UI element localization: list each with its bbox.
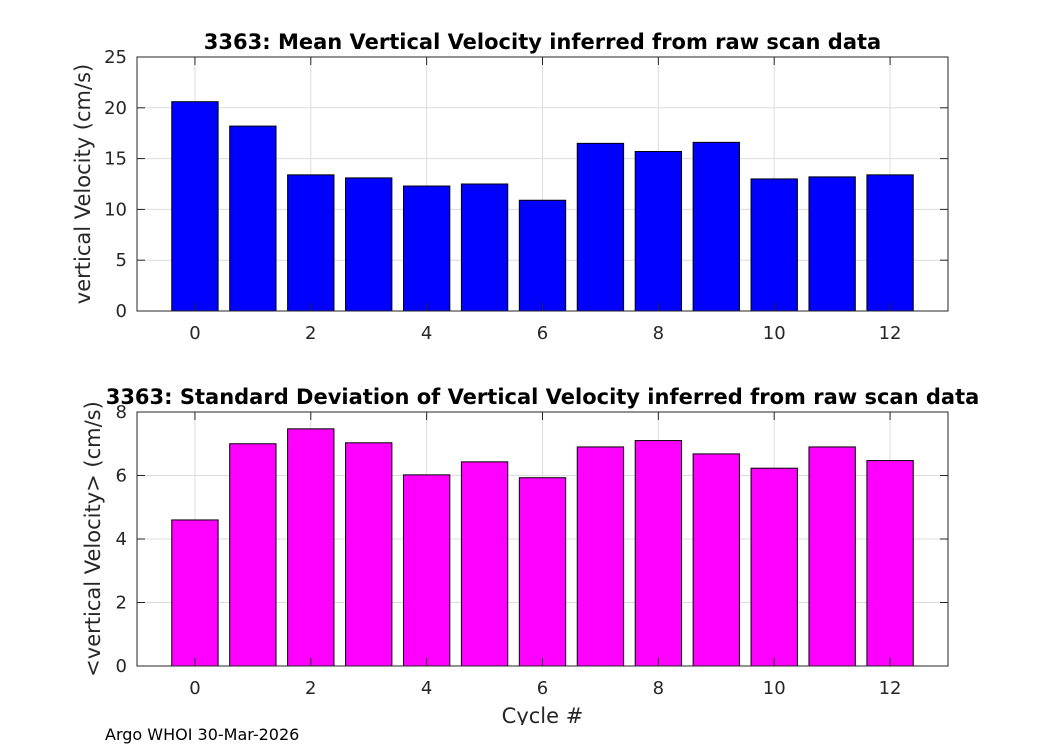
bar-cycle-8 (634, 440, 683, 667)
bar-cycle-4 (402, 185, 451, 312)
footer-credit: Argo WHOI 30-Mar-2026 (105, 725, 300, 744)
bar-cycle-6 (518, 477, 567, 667)
x-tick-label: 0 (189, 323, 200, 344)
x-tick-label: 12 (879, 678, 902, 699)
bar-cycle-3 (345, 177, 393, 312)
x-tick-label: 10 (763, 323, 786, 344)
y-axis-label: <vertical Velocity> (cm/s) (81, 401, 105, 677)
y-axis-label: vertical Velocity (cm/s) (71, 64, 95, 304)
y-tick-label: 2 (116, 593, 127, 614)
bar-cycle-0 (171, 101, 219, 312)
bar-cycle-3 (345, 442, 393, 667)
bar-cycle-6 (518, 199, 567, 312)
bar-cycle-0 (171, 519, 219, 667)
x-tick-label: 4 (421, 678, 432, 699)
bar-cycle-7 (576, 142, 625, 312)
bar-cycle-9 (692, 141, 740, 312)
x-tick-label: 0 (189, 678, 200, 699)
x-tick-label: 6 (537, 678, 548, 699)
bar-cycle-1 (229, 125, 277, 312)
x-tick-label: 6 (537, 323, 548, 344)
y-tick-label: 0 (116, 301, 127, 322)
x-tick-label: 4 (421, 323, 432, 344)
x-tick-label: 2 (305, 678, 316, 699)
bar-cycle-9 (692, 453, 740, 667)
y-tick-label: 4 (116, 529, 127, 550)
y-tick-label: 6 (116, 466, 127, 487)
bar-cycle-11 (808, 446, 856, 667)
x-tick-label: 8 (653, 323, 664, 344)
bar-cycle-7 (576, 446, 625, 667)
bar-cycle-2 (287, 428, 335, 667)
bar-cycle-5 (460, 461, 509, 667)
y-tick-label: 15 (104, 149, 127, 170)
y-tick-label: 20 (104, 98, 127, 119)
x-axis-label: Cycle # (502, 704, 584, 725)
bar-cycle-8 (634, 150, 683, 312)
bar-cycle-1 (229, 443, 277, 667)
mean-velocity-chart: 0 2 4 6 8 10 12 0 5 10 15 20 25 3363: Mean Vertical V… (71, 30, 949, 344)
bar-cycle-5 (460, 183, 509, 312)
bar-cycle-11 (808, 176, 856, 312)
bar-cycle-12 (866, 460, 914, 667)
bar-cycle-12 (866, 174, 914, 312)
chart-title: 3363: Mean Vertical Velocity inferred fr… (204, 30, 881, 54)
y-tick-label: 8 (116, 402, 127, 423)
x-tick-label: 12 (879, 323, 902, 344)
bar-cycle-2 (287, 174, 335, 312)
y-tick-label: 10 (104, 199, 127, 220)
bar-cycle-10 (750, 178, 798, 312)
x-tick-label: 2 (305, 323, 316, 344)
x-tick-label: 10 (763, 678, 786, 699)
y-tick-label: 25 (104, 47, 127, 68)
y-tick-label: 0 (116, 656, 127, 677)
bar-cycle-4 (402, 474, 451, 667)
bar-cycle-10 (750, 467, 798, 667)
y-tick-label: 5 (116, 250, 127, 271)
x-tick-label: 8 (653, 678, 664, 699)
chart-title: 3363: Standard Deviation of Vertical Vel… (106, 385, 980, 409)
